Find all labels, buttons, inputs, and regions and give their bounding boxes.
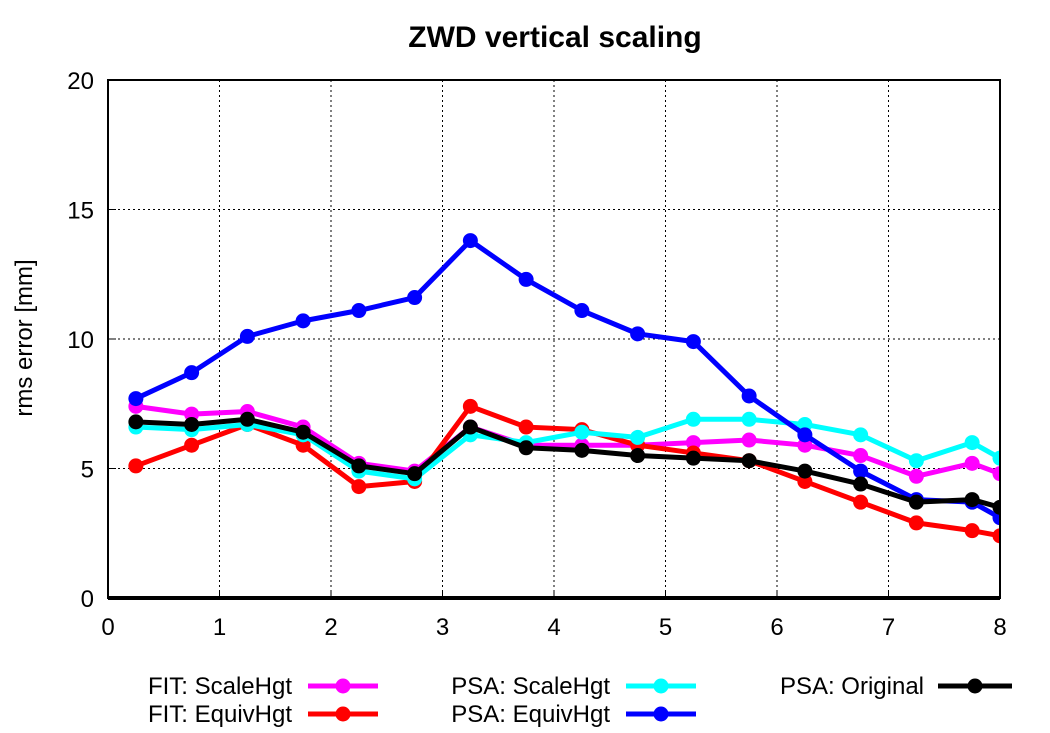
y-tick-label: 5: [81, 457, 94, 484]
legend-swatch-marker: [653, 706, 669, 722]
data-point: [184, 437, 200, 453]
data-point: [853, 494, 869, 510]
y-tick-label: 20: [67, 68, 94, 95]
series-psa-equivhgt: [128, 233, 1000, 526]
data-point: [295, 437, 311, 453]
data-point: [128, 391, 144, 407]
data-point: [741, 432, 757, 448]
data-point: [964, 523, 980, 539]
data-point: [128, 458, 144, 474]
x-tick-label: 0: [101, 614, 114, 641]
data-point: [184, 365, 200, 381]
data-point: [853, 463, 869, 479]
data-point: [797, 437, 813, 453]
legend-swatch-marker: [653, 678, 669, 694]
data-point: [351, 458, 367, 474]
legend-label: PSA: Original: [780, 673, 924, 700]
data-point: [741, 411, 757, 427]
data-point: [574, 303, 590, 319]
data-point: [964, 435, 980, 451]
data-point: [685, 450, 701, 466]
data-point: [992, 450, 1000, 466]
data-point: [630, 429, 646, 445]
data-point: [518, 271, 534, 287]
x-tick-label: 5: [659, 614, 672, 641]
data-point: [184, 416, 200, 432]
data-point: [407, 290, 423, 306]
legend-swatch-marker: [335, 678, 351, 694]
data-point: [853, 427, 869, 443]
data-point: [685, 435, 701, 451]
data-point: [351, 303, 367, 319]
data-point: [964, 492, 980, 508]
x-tick-label: 2: [324, 614, 337, 641]
y-tick-label: 15: [67, 198, 94, 225]
y-tick-label: 0: [81, 586, 94, 613]
data-point: [630, 448, 646, 464]
data-point: [239, 411, 255, 427]
data-point: [908, 453, 924, 469]
chart-title: ZWD vertical scaling: [408, 21, 701, 54]
data-point: [518, 440, 534, 456]
data-point: [407, 466, 423, 482]
data-point: [462, 398, 478, 414]
legend-swatch-marker: [967, 678, 983, 694]
data-point: [964, 455, 980, 471]
legend-label: PSA: EquivHgt: [451, 701, 610, 728]
data-point: [992, 499, 1000, 515]
series-lines: [128, 233, 1000, 544]
x-tick-label: 6: [770, 614, 783, 641]
data-point: [184, 406, 200, 422]
data-point: [992, 466, 1000, 482]
legend-label: FIT: ScaleHgt: [148, 673, 292, 700]
data-point: [741, 453, 757, 469]
data-point: [992, 528, 1000, 544]
data-point: [685, 411, 701, 427]
data-point: [685, 334, 701, 350]
x-tick-label: 8: [993, 614, 1006, 641]
data-point: [462, 233, 478, 249]
series-psa-original: [128, 411, 1000, 515]
axis-ticks: 0 1 2 3 4 5 6 7 8 0 5 10 15 20: [67, 68, 1006, 641]
data-point: [351, 479, 367, 495]
y-tick-label: 10: [67, 327, 94, 354]
data-point: [574, 442, 590, 458]
data-point: [853, 448, 869, 464]
legend-label: PSA: ScaleHgt: [451, 673, 610, 700]
data-point: [908, 515, 924, 531]
data-point: [462, 419, 478, 435]
data-point: [295, 424, 311, 440]
x-tick-label: 7: [882, 614, 895, 641]
legend-label: FIT: EquivHgt: [148, 701, 292, 728]
data-point: [518, 419, 534, 435]
x-tick-label: 4: [547, 614, 560, 641]
data-point: [797, 427, 813, 443]
series-line: [134, 238, 1000, 520]
data-point: [797, 416, 813, 432]
data-point: [797, 473, 813, 489]
y-axis-label: rms error [mm]: [11, 259, 38, 416]
x-tick-label: 1: [213, 614, 226, 641]
data-point: [853, 476, 869, 492]
legend-swatch-marker: [335, 706, 351, 722]
data-point: [741, 388, 757, 404]
data-point: [797, 463, 813, 479]
data-point: [908, 468, 924, 484]
data-point: [908, 494, 924, 510]
data-point: [239, 328, 255, 344]
data-point: [630, 326, 646, 342]
data-point: [295, 313, 311, 329]
x-tick-label: 3: [436, 614, 449, 641]
data-point: [128, 414, 144, 430]
data-point: [574, 424, 590, 440]
